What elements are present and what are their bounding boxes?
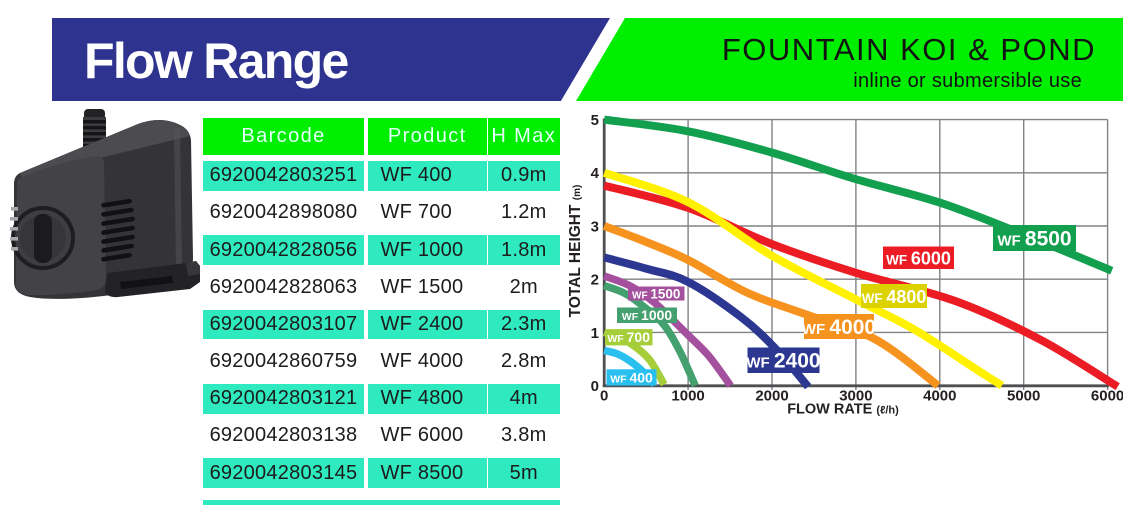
svg-text:0: 0: [591, 378, 599, 395]
svg-text:WF 700: WF 700: [607, 329, 650, 345]
svg-text:1000: 1000: [671, 388, 704, 405]
svg-text:2000: 2000: [755, 388, 788, 405]
svg-text:4000: 4000: [923, 388, 956, 405]
svg-text:WF 6000: WF 6000: [886, 248, 951, 268]
svg-text:WF 2400: WF 2400: [746, 350, 820, 373]
svg-text:3000: 3000: [839, 388, 872, 405]
svg-text:6000: 6000: [1091, 388, 1123, 405]
svg-text:1: 1: [591, 325, 599, 342]
svg-text:3: 3: [591, 218, 599, 235]
svg-text:WF 400: WF 400: [610, 369, 653, 385]
svg-text:WF 1500: WF 1500: [632, 286, 680, 301]
svg-text:4: 4: [591, 165, 600, 182]
svg-text:WF 4800: WF 4800: [862, 287, 927, 307]
svg-text:TOTAL HEIGHT (m): TOTAL HEIGHT (m): [567, 185, 584, 318]
svg-text:5: 5: [591, 112, 599, 129]
svg-text:5000: 5000: [1007, 388, 1040, 405]
svg-text:0: 0: [600, 388, 608, 405]
svg-text:FLOW RATE (ℓ/h): FLOW RATE (ℓ/h): [787, 402, 899, 418]
svg-text:WF 1000: WF 1000: [622, 307, 673, 323]
svg-text:2: 2: [591, 272, 599, 289]
svg-text:WF 8500: WF 8500: [997, 227, 1071, 250]
svg-text:WF 4000: WF 4000: [802, 316, 876, 339]
